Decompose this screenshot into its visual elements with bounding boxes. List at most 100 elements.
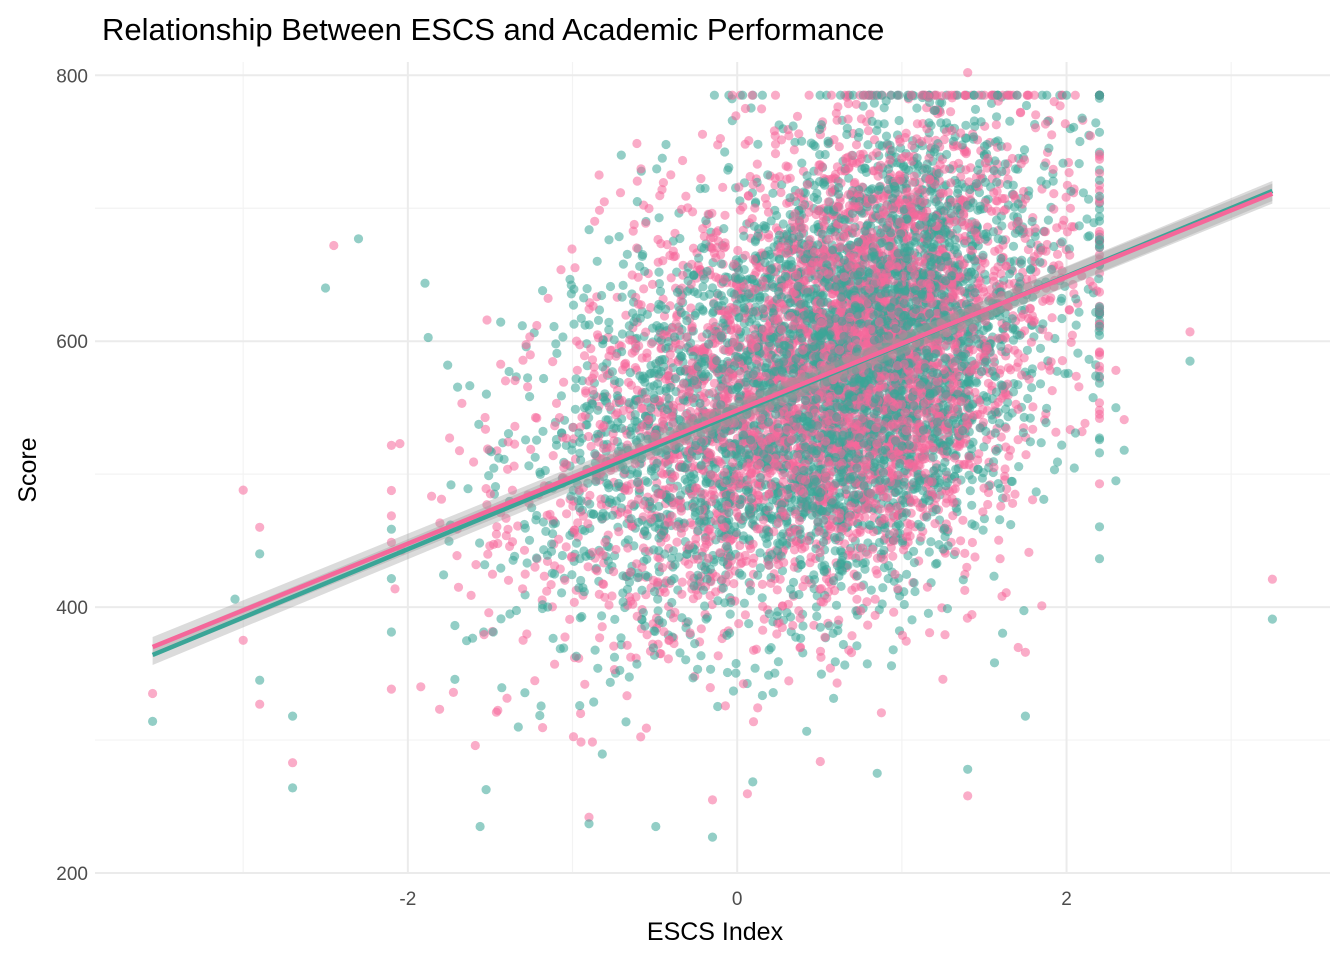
data-point — [1028, 424, 1038, 434]
data-point — [1071, 371, 1081, 381]
data-point — [910, 586, 920, 597]
data-point — [559, 377, 569, 387]
data-point — [582, 284, 592, 294]
data-point — [443, 360, 453, 370]
data-point — [593, 663, 603, 673]
data-point — [453, 382, 463, 392]
data-point — [494, 453, 504, 463]
data-point — [521, 435, 531, 445]
data-point — [623, 535, 633, 545]
data-point — [731, 668, 741, 678]
data-point — [926, 537, 936, 547]
data-point — [967, 475, 977, 485]
data-point — [995, 554, 1005, 564]
data-point — [1014, 462, 1024, 472]
data-point — [979, 514, 990, 524]
data-point — [615, 188, 626, 198]
data-point — [738, 679, 749, 689]
data-point — [618, 280, 628, 290]
data-point — [938, 674, 948, 684]
data-point — [707, 283, 718, 293]
data-point — [1088, 393, 1098, 403]
data-point — [539, 373, 549, 384]
data-point — [632, 385, 643, 395]
data-point — [831, 600, 842, 610]
data-point — [696, 624, 706, 634]
data-point — [416, 682, 426, 692]
data-point — [740, 610, 751, 620]
data-point — [538, 286, 548, 296]
data-point — [834, 142, 844, 152]
data-point — [621, 717, 631, 727]
data-point — [693, 525, 703, 536]
data-point — [764, 645, 774, 655]
data-point — [521, 340, 531, 350]
data-point — [1057, 313, 1067, 324]
data-point — [718, 182, 728, 192]
data-point — [1007, 153, 1017, 164]
data-point — [677, 577, 687, 587]
data-point — [626, 652, 636, 662]
data-point — [1008, 241, 1019, 251]
data-point — [535, 710, 545, 721]
data-point — [1013, 357, 1023, 368]
data-point — [1010, 489, 1020, 499]
data-point — [1069, 463, 1079, 473]
data-point — [1094, 554, 1105, 564]
data-point — [652, 164, 662, 174]
data-point — [530, 562, 540, 572]
data-point — [744, 619, 754, 629]
data-point — [549, 321, 559, 332]
data-point — [584, 320, 594, 330]
data-point — [973, 464, 983, 474]
data-point — [1049, 189, 1059, 199]
data-point — [918, 486, 928, 496]
data-point — [567, 570, 577, 580]
data-point — [740, 250, 750, 260]
data-point — [674, 552, 684, 562]
data-point — [1035, 343, 1046, 353]
data-point — [1000, 464, 1010, 474]
data-point — [513, 722, 523, 732]
data-point — [482, 315, 492, 325]
data-point — [496, 317, 506, 327]
data-point — [501, 513, 511, 523]
data-point — [548, 357, 558, 367]
data-point — [1019, 606, 1029, 616]
data-point — [1021, 100, 1032, 111]
data-point — [698, 489, 708, 499]
data-point — [517, 321, 527, 331]
data-point — [912, 103, 922, 113]
data-point — [967, 519, 977, 529]
data-point — [989, 571, 999, 581]
data-point — [496, 359, 506, 369]
data-point — [924, 547, 934, 557]
data-point — [576, 455, 586, 465]
data-point — [879, 103, 889, 113]
data-point — [1094, 274, 1104, 284]
data-point — [484, 608, 494, 618]
data-point — [989, 658, 1000, 668]
data-point — [1094, 204, 1105, 214]
data-point — [986, 285, 996, 295]
data-point — [890, 569, 900, 580]
data-point — [863, 126, 874, 136]
data-point — [617, 329, 628, 339]
data-point — [734, 619, 744, 629]
data-point — [1084, 354, 1094, 364]
data-point — [507, 537, 518, 547]
data-point — [487, 569, 498, 579]
data-point — [693, 664, 703, 674]
data-point — [909, 578, 919, 588]
data-point — [450, 674, 460, 685]
data-point — [576, 708, 586, 719]
data-point — [965, 486, 975, 496]
data-point — [570, 404, 581, 414]
data-point — [587, 355, 598, 365]
data-point — [577, 611, 587, 622]
data-point — [586, 344, 596, 354]
data-point — [797, 158, 807, 168]
data-point — [681, 655, 691, 665]
data-point — [972, 378, 982, 388]
data-point — [483, 549, 493, 559]
